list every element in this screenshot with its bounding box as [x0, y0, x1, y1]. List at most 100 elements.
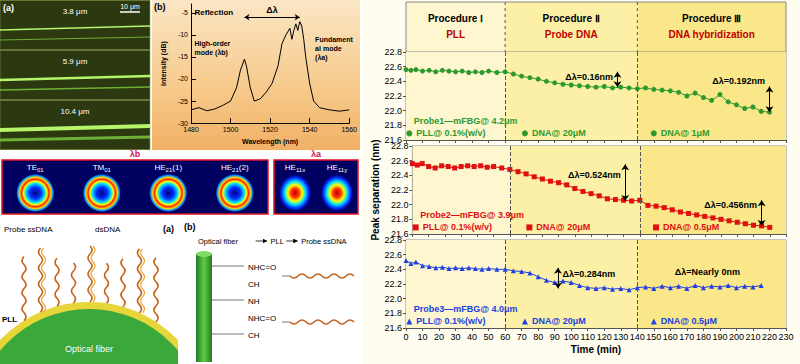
svg-text:3.8 μm: 3.8 μm — [63, 7, 88, 16]
svg-text:100: 100 — [564, 332, 579, 342]
svg-text:21.6: 21.6 — [384, 323, 402, 333]
svg-text:Optical fiber: Optical fiber — [198, 237, 239, 246]
svg-text:Probe3—mFBG@ 4.0μm: Probe3—mFBG@ 4.0μm — [414, 304, 518, 314]
svg-text:Reflection: Reflection — [194, 8, 233, 17]
svg-text:10 μm: 10 μm — [120, 3, 140, 11]
svg-text:-5: -5 — [182, 9, 188, 16]
svg-text:Intensity (dB): Intensity (dB) — [160, 41, 168, 86]
svg-text:DNA@ 20μM: DNA@ 20μM — [532, 128, 586, 138]
svg-text:22.0: 22.0 — [391, 200, 409, 210]
svg-text:DNA@ 1μM: DNA@ 1μM — [661, 128, 710, 138]
svg-text:HE21(2): HE21(2) — [221, 163, 249, 173]
svg-text:22.6: 22.6 — [384, 250, 402, 260]
svg-text:PLL@ 0.1%(w/v): PLL@ 0.1%(w/v) — [416, 128, 485, 138]
svg-text:Δλ: Δλ — [266, 5, 277, 15]
svg-text:Peak separation (nm): Peak separation (nm) — [370, 139, 381, 240]
svg-text:1480: 1480 — [183, 126, 199, 133]
svg-text:-20: -20 — [178, 75, 188, 82]
svg-text:22.2: 22.2 — [384, 91, 402, 101]
svg-text:Procedure Ⅰ: Procedure Ⅰ — [428, 13, 483, 24]
svg-text:22.8: 22.8 — [391, 141, 409, 151]
svg-text:DNA@ 20μM: DNA@ 20μM — [536, 222, 590, 232]
svg-text:10.4 μm: 10.4 μm — [60, 107, 89, 116]
svg-text:1560: 1560 — [341, 126, 357, 133]
svg-text:120: 120 — [597, 332, 612, 342]
svg-text:Δλ=0.284nm: Δλ=0.284nm — [563, 269, 616, 279]
svg-text:mode (λb): mode (λb) — [194, 49, 227, 57]
svg-text:-15: -15 — [178, 53, 188, 60]
svg-text:22.6: 22.6 — [384, 62, 402, 72]
svg-text:NH: NH — [248, 297, 260, 306]
svg-text:PLL: PLL — [271, 237, 284, 246]
svg-text:Δλ=0.16nm: Δλ=0.16nm — [565, 72, 613, 82]
svg-text:Probe ssDNA: Probe ssDNA — [301, 237, 346, 246]
svg-text:200: 200 — [729, 332, 744, 342]
svg-text:210: 210 — [745, 332, 760, 342]
svg-text:Procedure Ⅲ: Procedure Ⅲ — [682, 13, 741, 24]
svg-text:22.2: 22.2 — [391, 185, 409, 195]
svg-text:NHC=O: NHC=O — [248, 314, 276, 323]
svg-text:CH: CH — [248, 331, 260, 340]
svg-text:22.4: 22.4 — [384, 76, 402, 86]
svg-text:22.0: 22.0 — [384, 106, 402, 116]
svg-text:21.8: 21.8 — [384, 120, 402, 130]
svg-text:PLL@ 0.1%(w/v): PLL@ 0.1%(w/v) — [416, 316, 485, 326]
svg-text:22.6: 22.6 — [391, 156, 409, 166]
svg-text:(a): (a) — [163, 224, 174, 234]
svg-text:HE21(1): HE21(1) — [154, 163, 182, 173]
svg-text:1520: 1520 — [262, 126, 278, 133]
svg-text:90: 90 — [550, 332, 560, 342]
svg-text:22.4: 22.4 — [391, 170, 409, 180]
svg-text:10: 10 — [418, 332, 428, 342]
svg-text:Probe2—mFBG@ 3.9μm: Probe2—mFBG@ 3.9μm — [420, 210, 524, 220]
svg-text:PLL: PLL — [446, 29, 465, 40]
svg-text:Procedure Ⅱ: Procedure Ⅱ — [543, 13, 600, 24]
svg-text:DNA@ 20μM: DNA@ 20μM — [532, 316, 586, 326]
svg-text:5.9 μm: 5.9 μm — [63, 57, 88, 66]
svg-text:TM01: TM01 — [93, 163, 112, 173]
svg-text:-25: -25 — [178, 98, 188, 105]
svg-text:TE01: TE01 — [27, 163, 45, 173]
svg-text:Δλ=0.456nm: Δλ=0.456nm — [704, 200, 757, 210]
svg-text:190: 190 — [712, 332, 727, 342]
svg-text:160: 160 — [663, 332, 678, 342]
svg-text:40: 40 — [467, 332, 477, 342]
svg-text:Δλ=Nearly 0nm: Δλ=Nearly 0nm — [675, 267, 740, 277]
svg-text:(b): (b) — [184, 222, 196, 232]
svg-text:PLL@ 0.1%(w/v): PLL@ 0.1%(w/v) — [423, 222, 492, 232]
svg-text:0: 0 — [403, 332, 408, 342]
svg-text:Probe ssDNA: Probe ssDNA — [4, 225, 53, 234]
svg-text:Time (min): Time (min) — [571, 344, 621, 355]
svg-text:20: 20 — [434, 332, 444, 342]
svg-text:80: 80 — [533, 332, 543, 342]
svg-text:λa: λa — [311, 149, 322, 159]
svg-text:Δλ=0.192nm: Δλ=0.192nm — [712, 76, 765, 86]
svg-text:Optical fiber: Optical fiber — [65, 344, 113, 354]
svg-text:DNA hybridization: DNA hybridization — [669, 29, 755, 40]
svg-text:230: 230 — [778, 332, 793, 342]
svg-text:(λa): (λa) — [315, 54, 327, 62]
svg-text:Probe1—mFBG@ 4.2μm: Probe1—mFBG@ 4.2μm — [414, 116, 518, 126]
svg-text:180: 180 — [696, 332, 711, 342]
svg-text:22.8: 22.8 — [384, 47, 402, 57]
svg-text:150: 150 — [646, 332, 661, 342]
svg-text:22.8: 22.8 — [384, 235, 402, 245]
svg-text:Δλ=0.524nm: Δλ=0.524nm — [568, 170, 621, 180]
svg-text:1540: 1540 — [302, 126, 318, 133]
svg-text:(a): (a) — [3, 3, 14, 13]
svg-text:170: 170 — [679, 332, 694, 342]
svg-text:70: 70 — [517, 332, 527, 342]
svg-text:HE11x: HE11x — [285, 163, 305, 173]
svg-text:1500: 1500 — [223, 126, 239, 133]
svg-text:60: 60 — [500, 332, 510, 342]
svg-text:PLL: PLL — [2, 315, 17, 324]
svg-text:30: 30 — [451, 332, 461, 342]
svg-text:DNA@ 0.5μM: DNA@ 0.5μM — [661, 316, 717, 326]
svg-text:50: 50 — [484, 332, 494, 342]
svg-text:λb: λb — [130, 149, 141, 159]
svg-text:(b): (b) — [154, 2, 166, 12]
svg-text:Probe DNA: Probe DNA — [545, 29, 598, 40]
svg-text:al mode: al mode — [315, 45, 343, 52]
svg-text:HE11y: HE11y — [327, 163, 347, 173]
svg-text:-10: -10 — [178, 31, 188, 38]
